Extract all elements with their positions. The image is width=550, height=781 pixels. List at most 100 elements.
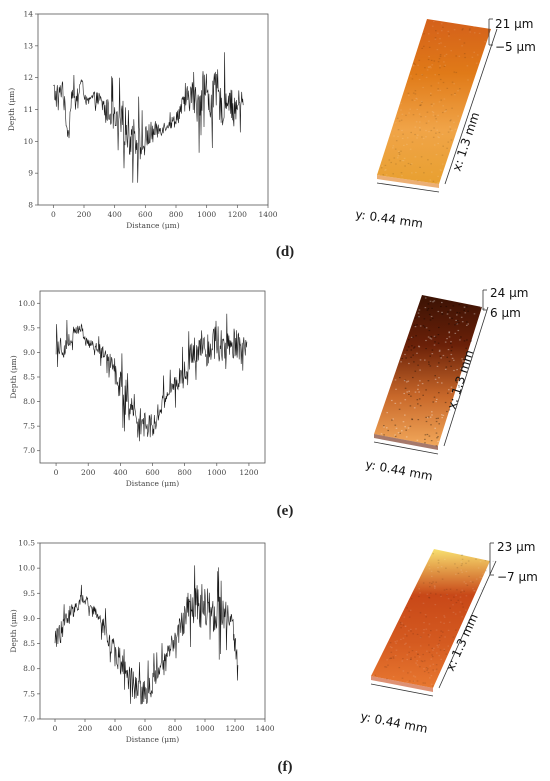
afm-texture <box>404 643 406 645</box>
afm-texture <box>407 672 409 674</box>
afm-texture <box>420 100 423 102</box>
afm-texture <box>461 589 463 591</box>
afm-texture <box>461 45 463 47</box>
afm-texture <box>483 579 486 581</box>
afm-texture <box>438 571 440 573</box>
afm-texture <box>449 607 451 609</box>
afm-texture <box>430 336 433 338</box>
afm-texture <box>419 325 422 327</box>
x-tick-label: 400 <box>108 210 123 219</box>
y-tick-label: 10.0 <box>18 299 35 308</box>
afm-z-min-label: −5 μm <box>495 40 536 54</box>
depth-profile-line <box>54 565 239 705</box>
afm-texture <box>452 611 455 613</box>
afm-x-axis <box>444 28 498 185</box>
afm-texture <box>428 623 431 625</box>
afm-texture <box>466 321 468 323</box>
afm-texture <box>430 59 433 61</box>
afm-texture <box>458 384 460 387</box>
afm-texture <box>422 632 425 634</box>
afm-texture <box>404 379 407 381</box>
afm-texture <box>418 391 420 393</box>
afm-texture <box>427 416 430 418</box>
afm-texture <box>423 629 425 631</box>
afm-texture <box>464 312 467 314</box>
afm-texture <box>405 114 407 116</box>
afm-texture <box>448 389 450 391</box>
afm-texture <box>407 427 410 429</box>
afm-texture <box>434 38 437 40</box>
afm-texture <box>463 359 465 361</box>
afm-texture <box>437 441 439 443</box>
afm-texture <box>412 376 414 379</box>
x-tick-label: 1200 <box>228 210 247 219</box>
afm-texture <box>410 658 412 660</box>
afm-texture <box>414 90 417 92</box>
afm-texture <box>446 313 449 315</box>
afm-texture <box>421 136 423 138</box>
afm-texture <box>427 336 430 338</box>
afm-texture <box>436 644 439 646</box>
afm-texture <box>444 368 447 370</box>
afm-texture <box>438 58 441 60</box>
afm-texture <box>424 438 426 440</box>
afm-texture <box>453 71 456 73</box>
afm-texture <box>428 564 430 566</box>
afm-texture <box>476 54 479 56</box>
afm-texture <box>439 169 442 171</box>
afm-texture <box>405 436 408 438</box>
panel-label-d: (d) <box>275 244 295 260</box>
afm-texture <box>446 147 448 149</box>
afm-surface <box>377 19 491 184</box>
afm-z-max-label: 21 μm <box>495 17 533 31</box>
afm-texture <box>405 429 407 431</box>
afm-texture <box>450 353 453 356</box>
afm-texture <box>389 642 392 644</box>
afm-texture <box>428 582 431 584</box>
afm-texture <box>452 636 455 638</box>
afm-texture <box>374 674 376 676</box>
afm-texture <box>469 31 472 33</box>
afm-texture <box>459 596 462 598</box>
afm-texture <box>387 664 389 666</box>
afm-texture <box>401 677 404 679</box>
afm-texture <box>402 637 405 639</box>
afm-texture <box>394 434 396 436</box>
afm-texture <box>404 625 407 627</box>
afm-texture <box>461 616 463 618</box>
afm-texture <box>416 439 419 441</box>
afm-texture <box>448 336 451 338</box>
panel-label-e: (e) <box>276 503 294 519</box>
afm-texture <box>421 74 423 76</box>
afm-texture <box>402 624 405 626</box>
afm-texture <box>465 582 467 585</box>
afm-texture <box>416 660 418 662</box>
afm-texture <box>409 148 412 150</box>
afm-texture <box>432 301 434 303</box>
afm-texture <box>434 586 436 588</box>
afm-texture <box>473 32 476 34</box>
afm-texture <box>424 682 426 684</box>
afm-texture <box>444 662 447 664</box>
afm-texture <box>417 316 420 318</box>
afm-texture <box>423 622 425 624</box>
afm-texture <box>391 399 393 402</box>
y-tick-label: 7.0 <box>23 715 35 724</box>
afm-render-f: 23 μm−7 μmx: 1.3 mmy: 0.44 mm <box>359 540 537 736</box>
afm-texture <box>414 63 416 65</box>
plot-frame <box>37 13 269 206</box>
afm-texture <box>460 561 463 563</box>
afm-texture <box>437 310 440 313</box>
afm-texture <box>399 377 401 379</box>
afm-texture <box>412 114 415 116</box>
afm-texture <box>407 630 410 632</box>
afm-texture <box>465 306 468 308</box>
afm-texture <box>460 569 462 571</box>
afm-texture <box>451 357 454 359</box>
afm-texture <box>438 136 440 139</box>
afm-texture <box>446 594 448 596</box>
afm-texture <box>448 621 451 623</box>
afm-texture <box>410 163 413 165</box>
afm-texture <box>435 121 438 123</box>
afm-texture <box>439 54 442 56</box>
